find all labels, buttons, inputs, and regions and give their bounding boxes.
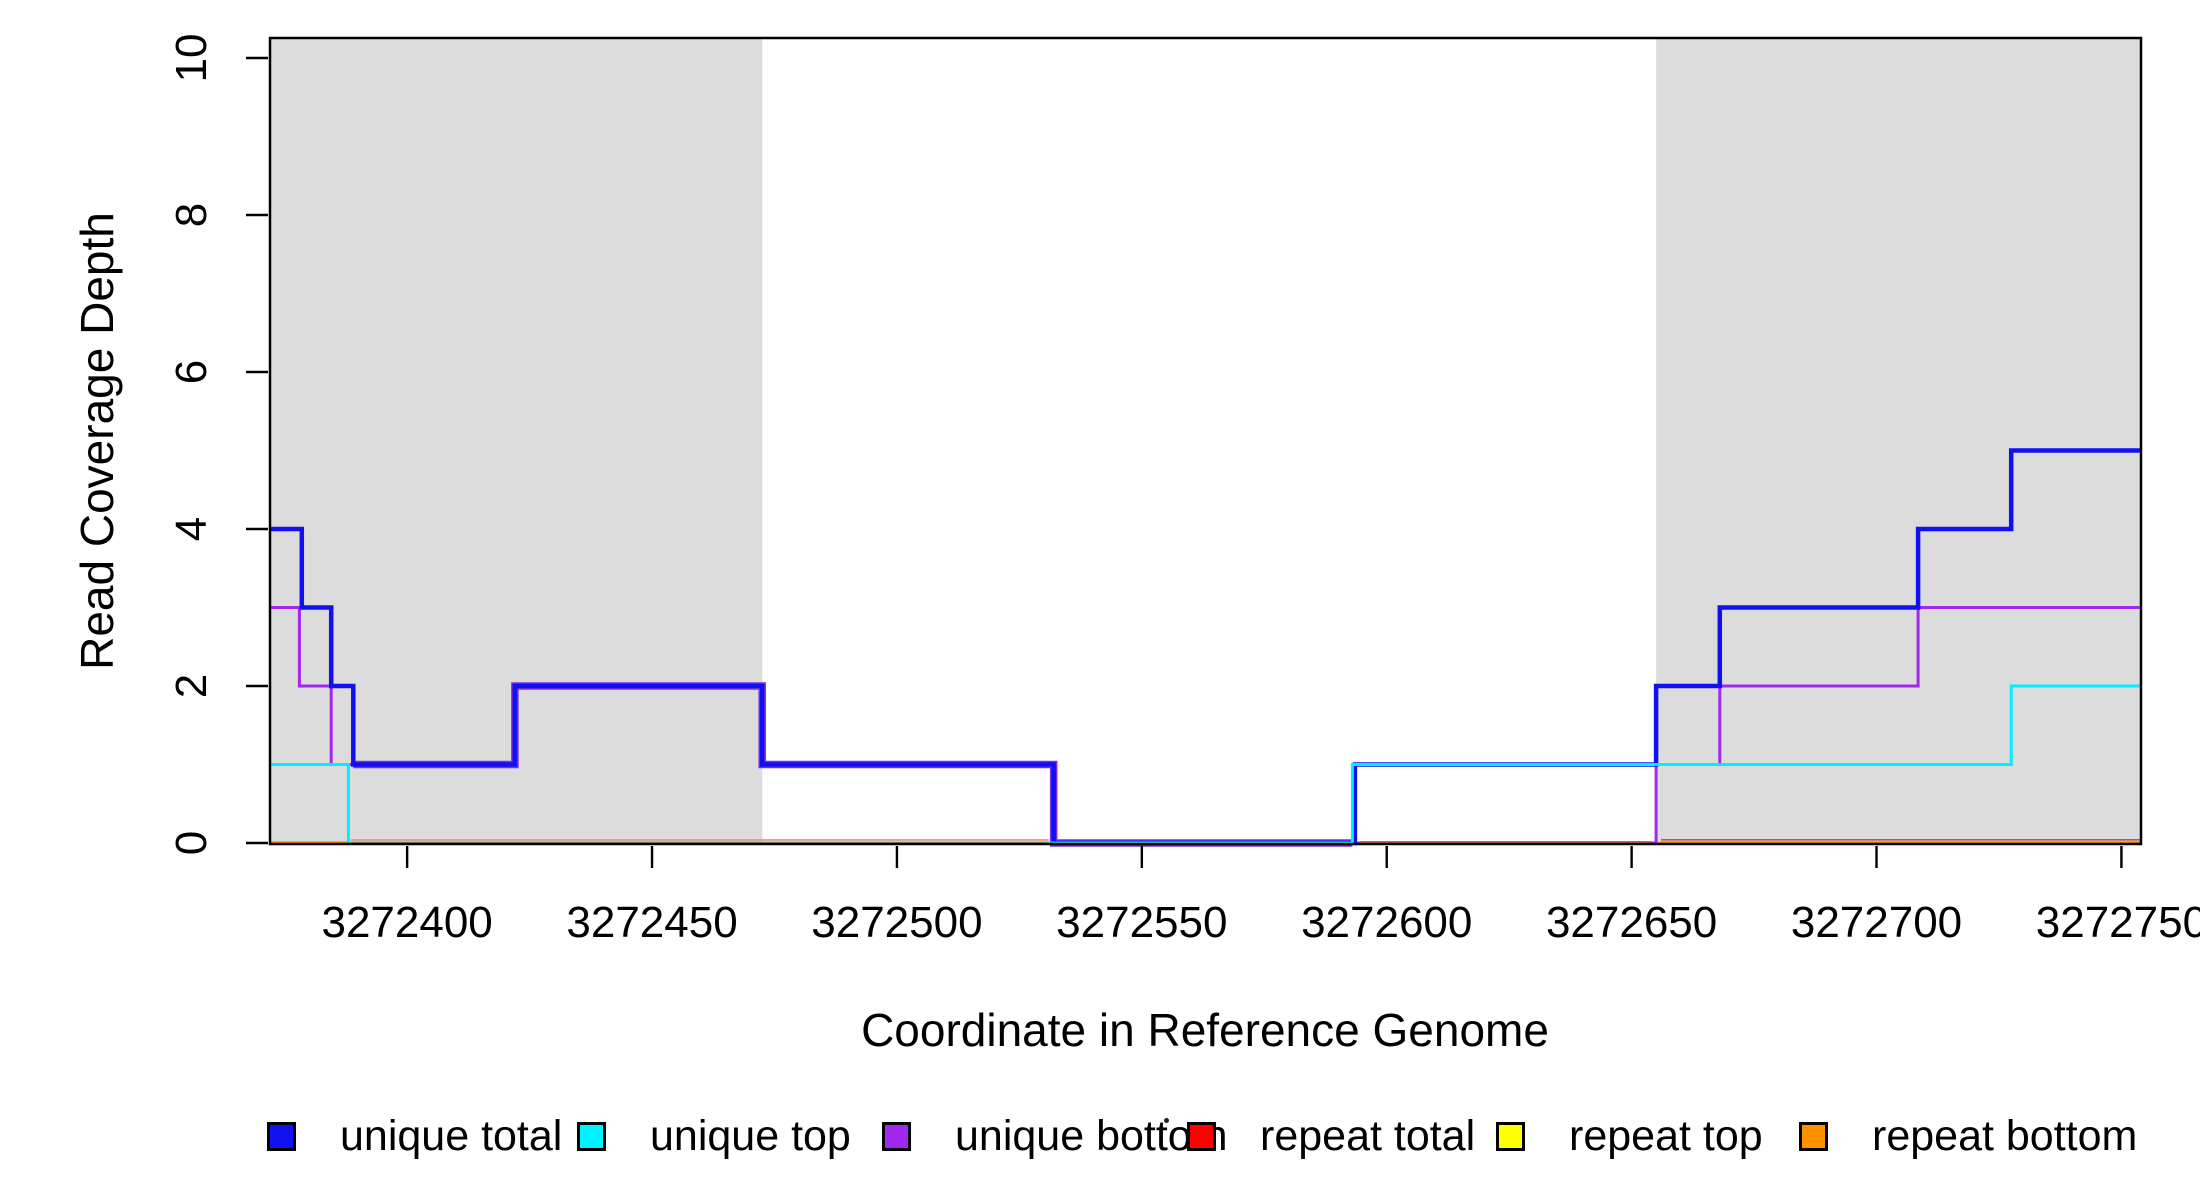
legend-item-unique-total: unique total: [267, 1111, 563, 1160]
legend-swatch-unique-total: [267, 1121, 296, 1151]
legend-item-repeat-bottom: repeat bottom: [1799, 1111, 2138, 1160]
legend-item-unique-bottom: unique bottom: [882, 1111, 1228, 1160]
x-tick-label: 3272450: [566, 898, 738, 947]
y-tick-label: 10: [167, 33, 216, 83]
legend-item-repeat-top: repeat top: [1496, 1111, 1763, 1160]
legend-swatch-repeat-bottom: [1799, 1121, 1828, 1151]
x-tick-label: 3272600: [1301, 898, 1473, 947]
x-axis-title: Coordinate in Reference Genome: [861, 1004, 1549, 1056]
legend-label-repeat-top: repeat top: [1569, 1111, 1763, 1160]
legend-swatch-unique-top: [577, 1121, 606, 1151]
x-tick-label: 3272700: [1790, 898, 1963, 947]
legend-swatch-repeat-total: [1187, 1121, 1216, 1151]
legend-item-repeat-total: repeat total: [1187, 1111, 1476, 1160]
legend-item-unique-top: unique top: [577, 1111, 851, 1160]
y-tick-label: 2: [167, 673, 216, 699]
artifact-dot: [1164, 1118, 1169, 1123]
y-tick-label: 8: [167, 202, 216, 228]
y-tick-label: 4: [167, 516, 216, 542]
y-axis-title: Read Coverage Depth: [71, 212, 123, 670]
x-tick-label: 3272500: [811, 898, 983, 947]
x-tick-label: 3272750: [2035, 898, 2200, 947]
legend-swatch-unique-bottom: [882, 1121, 911, 1151]
legend-label-repeat-total: repeat total: [1260, 1111, 1476, 1160]
x-tick-label: 3272650: [1545, 898, 1718, 947]
legend-swatch-repeat-top: [1496, 1121, 1525, 1151]
y-tick-label: 0: [167, 830, 216, 856]
legend-label-unique-top: unique top: [650, 1111, 851, 1160]
y-tick-label: 6: [167, 359, 216, 385]
shaded-region: [1656, 38, 2141, 844]
legend-label-unique-bottom: unique bottom: [955, 1111, 1228, 1160]
legend-label-unique-total: unique total: [340, 1111, 563, 1160]
series-line-unique-total: [270, 448, 2141, 846]
x-tick-label: 3272400: [321, 898, 493, 947]
plot-frame: [268, 36, 2143, 846]
series-line-unique-top: [270, 684, 2141, 845]
legend-label-repeat-bottom: repeat bottom: [1872, 1111, 2138, 1160]
x-tick-label: 3272550: [1056, 898, 1228, 947]
